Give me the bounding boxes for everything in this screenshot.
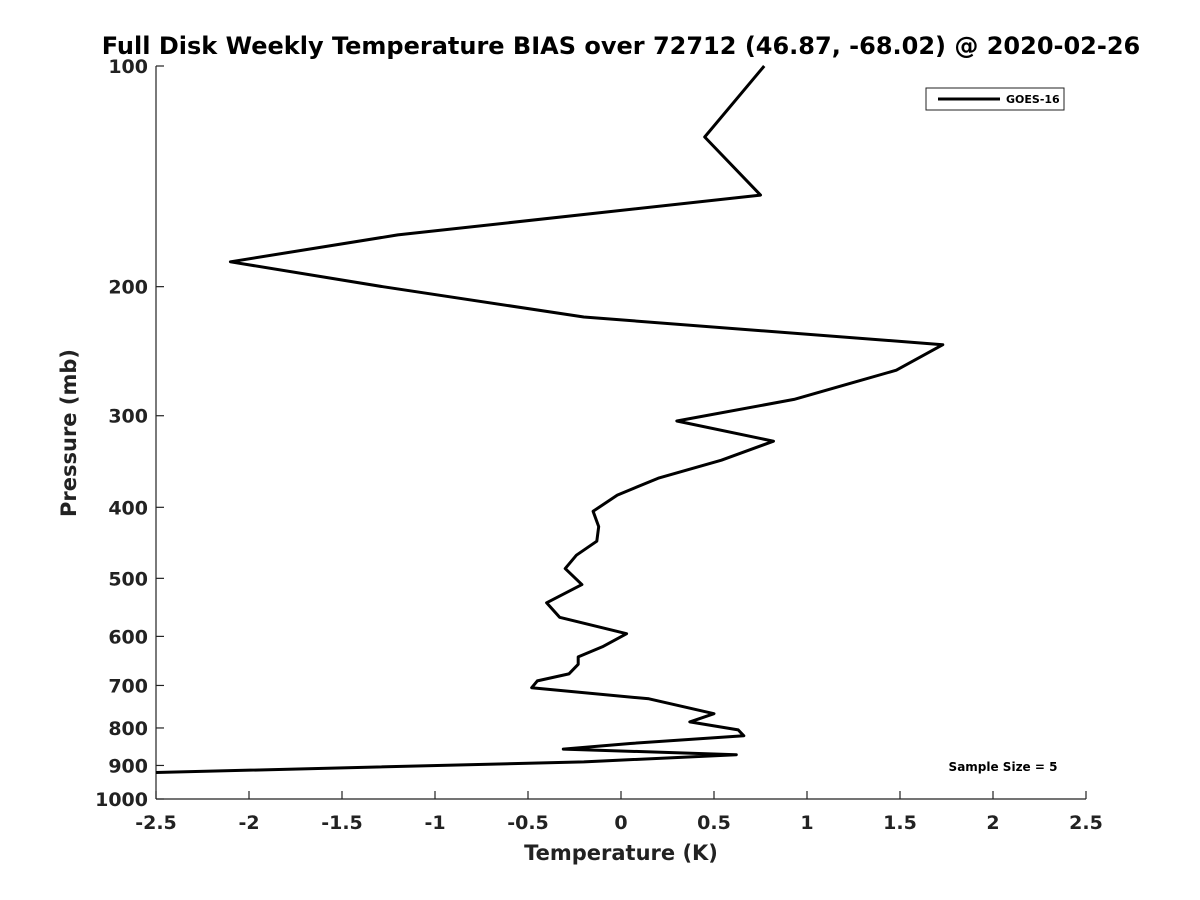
y-tick-label: 800 xyxy=(108,718,148,740)
x-tick-label: -2 xyxy=(238,812,259,834)
x-tick-label: -1 xyxy=(424,812,445,834)
x-tick-label: 0 xyxy=(614,812,627,834)
x-tick-label: 1.5 xyxy=(883,812,917,834)
y-tick-label: 1000 xyxy=(95,789,148,811)
y-axis-label: Pressure (mb) xyxy=(57,349,81,517)
sample-size-annotation: Sample Size = 5 xyxy=(949,760,1058,774)
x-tick-label: 2 xyxy=(986,812,999,834)
legend: GOES-16 xyxy=(925,87,1065,111)
y-tick-label: 300 xyxy=(108,406,148,428)
y-tick-label: 200 xyxy=(108,277,148,299)
y-tick-label: 600 xyxy=(108,626,148,648)
y-tick-label: 500 xyxy=(108,568,148,590)
x-tick-label: 2.5 xyxy=(1069,812,1103,834)
x-axis-ticks: -2.5 -2 -1.5 -1 -0.5 0 0.5 1 1.5 2 2.5 xyxy=(135,791,1103,834)
series-layer xyxy=(155,65,945,774)
y-tick-label: 400 xyxy=(108,497,148,519)
series-line-goes-16 xyxy=(155,65,945,774)
x-axis-label: Temperature (K) xyxy=(524,841,718,865)
y-axis-ticks: 100 200 300 400 500 600 700 800 900 1000 xyxy=(95,56,164,811)
y-tick-label: 100 xyxy=(108,56,148,78)
x-tick-label: -1.5 xyxy=(321,812,363,834)
plot-area xyxy=(156,66,1086,799)
x-tick-label: -2.5 xyxy=(135,812,177,834)
x-tick-label: -0.5 xyxy=(507,812,549,834)
chart-title: Full Disk Weekly Temperature BIAS over 7… xyxy=(102,32,1141,60)
y-tick-label: 700 xyxy=(108,675,148,697)
x-tick-label: 1 xyxy=(800,812,813,834)
x-tick-label: 0.5 xyxy=(697,812,731,834)
y-tick-label: 900 xyxy=(108,755,148,777)
legend-label-goes-16: GOES-16 xyxy=(1006,93,1060,106)
